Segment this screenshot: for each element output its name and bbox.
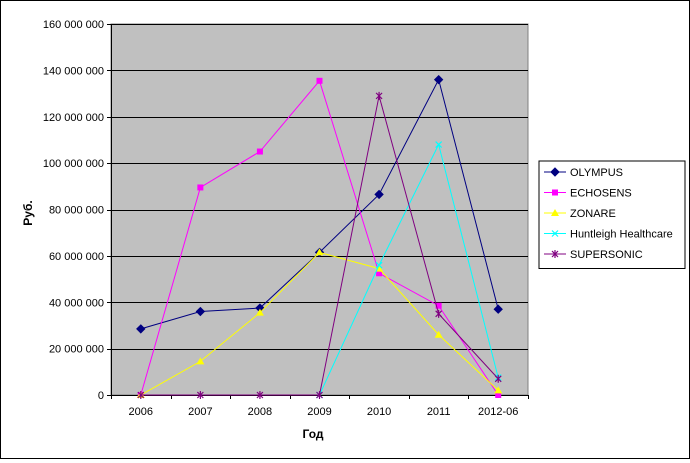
legend-item: Huntleigh Healthcare [544, 229, 673, 241]
data-point [196, 357, 205, 365]
data-point [551, 250, 559, 258]
series-lines [136, 74, 503, 399]
legend-item: ZONARE [544, 208, 616, 220]
legend-item: OLYMPUS [544, 167, 623, 179]
data-point [256, 148, 263, 155]
data-point [137, 391, 145, 399]
y-tick-label: 20 000 000 [49, 344, 104, 356]
data-point [375, 91, 383, 100]
x-tick-label: 2009 [307, 406, 331, 418]
data-point [375, 261, 383, 269]
legend-item: SUPERSONIC [544, 249, 643, 261]
data-point [493, 304, 503, 314]
data-point [136, 324, 146, 334]
plot-background [110, 23, 529, 396]
data-point [315, 248, 324, 256]
data-point [495, 392, 502, 398]
data-point [435, 309, 443, 318]
data-point [256, 391, 264, 399]
x-tick-label: 2008 [248, 406, 272, 418]
data-point [195, 306, 206, 317]
x-axis-tick-labels: 2006 2007 2008 2009 2010 2011 2012-06 [129, 406, 519, 418]
y-tick-label: 100 000 000 [43, 158, 104, 170]
series-zonare [136, 248, 503, 398]
x-tick-label: 2006 [129, 406, 153, 418]
y-tick-label: 60 000 000 [49, 251, 104, 263]
y-tick-label: 160 000 000 [43, 19, 104, 31]
y-tick-label: 140 000 000 [43, 65, 104, 77]
data-point [494, 374, 502, 383]
data-point [551, 230, 559, 237]
x-tick-label: 2007 [188, 406, 212, 418]
y-tick-label: 40 000 000 [49, 297, 104, 309]
legend-label: ECHOSENS [570, 188, 632, 200]
x-tick-label: 2010 [367, 406, 391, 418]
data-point [552, 189, 558, 196]
y-tick-label: 0 [98, 390, 104, 402]
data-point [196, 391, 204, 399]
data-point [376, 270, 383, 277]
data-point [550, 167, 560, 177]
legend-label: SUPERSONIC [570, 249, 643, 261]
legend: OLYMPUS ECHOSENS ZONARE Huntleigh Healthcar… [538, 160, 686, 269]
data-point [551, 209, 559, 216]
legend-item: ECHOSENS [544, 188, 632, 200]
y-tick-label: 80 000 000 [49, 205, 104, 217]
series-supersonic [137, 91, 502, 399]
y-tick-label: 120 000 000 [43, 112, 104, 124]
data-point [374, 189, 384, 200]
data-point [434, 330, 443, 338]
data-point [316, 391, 323, 399]
y-axis-tick-labels: 0 20 000 000 40 000 000 60 000 000 80 000 00… [43, 19, 104, 402]
data-point [433, 74, 444, 85]
data-point [494, 386, 503, 394]
x-tick-label: 2011 [427, 406, 451, 418]
data-point [197, 184, 204, 191]
legend-label: Huntleigh Healthcare [570, 229, 673, 241]
data-point [435, 302, 442, 309]
data-point [255, 308, 264, 316]
x-tick-label: 2012-06 [478, 406, 518, 418]
legend-label: ZONARE [570, 208, 616, 220]
plot-area [107, 23, 529, 399]
legend-box [538, 160, 686, 269]
data-point [316, 77, 323, 84]
data-point [435, 141, 443, 148]
x-axis-title: Год [303, 427, 324, 441]
y-axis-title: Руб. [21, 200, 35, 225]
legend-label: OLYMPUS [570, 167, 623, 179]
